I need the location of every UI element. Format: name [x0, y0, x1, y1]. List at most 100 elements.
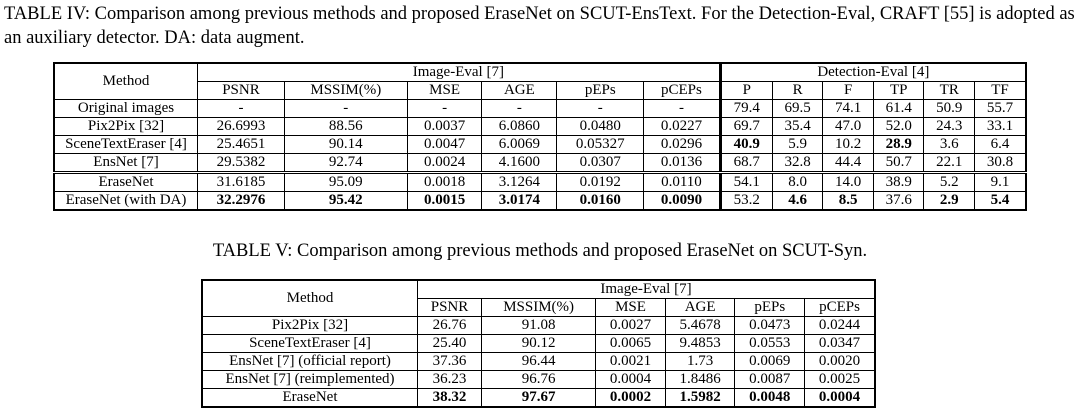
value-cell: 96.44 [481, 352, 597, 371]
value-cell: 28.9 [872, 135, 925, 154]
value-cell: 96.76 [481, 370, 597, 389]
value-cell: 38.9 [872, 171, 925, 192]
table-iv: Method Image-Eval [7] Detection-Eval [4]… [53, 62, 1027, 211]
method-cell: Original images [53, 99, 198, 118]
value-cell: 0.0110 [643, 171, 721, 192]
value-cell: - [197, 99, 285, 118]
value-cell: 8.5 [822, 191, 874, 211]
value-cell: - [556, 99, 645, 118]
value-cell: 52.0 [872, 117, 925, 136]
value-cell: 3.0174 [481, 191, 558, 211]
value-cell: 1.8486 [664, 370, 736, 389]
table-row: EraseNet 38.32 97.67 0.0002 1.5982 0.0048 0.00… [201, 388, 876, 408]
value-cell: 9.4853 [664, 334, 736, 353]
value-cell: 0.0192 [556, 171, 645, 192]
value-cell: 0.0020 [804, 352, 876, 371]
column-header: AGE [481, 81, 558, 100]
value-cell: 38.32 [416, 388, 483, 408]
value-cell: 32.8 [771, 153, 824, 173]
value-cell: 3.1264 [481, 171, 558, 192]
value-cell: 24.3 [923, 117, 976, 136]
value-cell: 31.6185 [197, 171, 285, 192]
method-cell: EnsNet [7] [53, 153, 198, 173]
value-cell: 5.4 [974, 191, 1027, 211]
column-header: MSE [595, 298, 666, 317]
table-row: EraseNet 31.6185 95.09 0.0018 3.1264 0.0192 0.… [53, 171, 1027, 192]
column-header: AGE [664, 298, 736, 317]
method-cell: Pix2Pix [32] [53, 117, 198, 136]
column-header: MSSIM(%) [481, 298, 597, 317]
value-cell: 74.1 [822, 99, 874, 118]
table-row: EnsNet [7] 29.5382 92.74 0.0024 4.1600 0.0307… [53, 153, 1027, 173]
value-cell: 1.5982 [664, 388, 736, 408]
value-cell: 36.23 [416, 370, 483, 389]
table-v-caption: TABLE V: Comparison among previous metho… [212, 241, 868, 261]
table-row: SceneTextEraser [4] 25.4651 90.14 0.0047 6.0… [53, 135, 1027, 154]
value-cell: 92.74 [283, 153, 408, 173]
value-cell: 5.9 [771, 135, 824, 154]
value-cell: 33.1 [974, 117, 1027, 136]
column-header: MSSIM(%) [283, 81, 408, 100]
value-cell: 0.0480 [556, 117, 645, 136]
value-cell: 0.0473 [734, 316, 806, 335]
value-cell: 0.0160 [556, 191, 645, 211]
value-cell: 0.0553 [734, 334, 806, 353]
value-cell: 35.4 [771, 117, 824, 136]
value-cell: 0.0347 [804, 334, 876, 353]
column-header: PSNR [416, 298, 483, 317]
column-header: MSE [406, 81, 483, 100]
value-cell: 61.4 [872, 99, 925, 118]
value-cell: 0.0027 [595, 316, 666, 335]
value-cell: 6.0069 [481, 135, 558, 154]
value-cell: 0.0090 [643, 191, 721, 211]
method-header: Method [201, 279, 418, 317]
table-row: Pix2Pix [32] 26.76 91.08 0.0027 5.4678 0.0473… [201, 316, 876, 335]
value-cell: 55.7 [974, 99, 1027, 118]
value-cell: 90.14 [283, 135, 408, 154]
method-cell: SceneTextEraser [4] [53, 135, 198, 154]
value-cell: 37.6 [872, 191, 925, 211]
image-eval-group-header: Image-Eval [7] [197, 62, 721, 82]
method-header: Method [53, 62, 198, 100]
value-cell: 0.0136 [643, 153, 721, 173]
value-cell: 10.2 [822, 135, 874, 154]
value-cell: 50.7 [872, 153, 925, 173]
value-cell: - [643, 99, 721, 118]
value-cell: 0.0065 [595, 334, 666, 353]
value-cell: 6.0860 [481, 117, 558, 136]
column-header: pCEPs [804, 298, 876, 317]
column-header: TF [974, 81, 1027, 100]
value-cell: 47.0 [822, 117, 874, 136]
value-cell: 9.1 [974, 171, 1027, 192]
value-cell: 0.0296 [643, 135, 721, 154]
table-row: SceneTextEraser [4] 25.40 90.12 0.0065 9.485… [201, 334, 876, 353]
value-cell: 0.0047 [406, 135, 483, 154]
value-cell: 69.5 [771, 99, 824, 118]
value-cell: 3.6 [923, 135, 976, 154]
value-cell: 25.4651 [197, 135, 285, 154]
value-cell: 0.0004 [595, 370, 666, 389]
value-cell: - [283, 99, 408, 118]
value-cell: 0.0025 [804, 370, 876, 389]
value-cell: 0.0018 [406, 171, 483, 192]
value-cell: 50.9 [923, 99, 976, 118]
table-iv-caption: TABLE IV: Comparison among previous meth… [4, 4, 1075, 48]
value-cell: 0.0087 [734, 370, 806, 389]
value-cell: 0.0002 [595, 388, 666, 408]
table-row: Pix2Pix [32] 26.6993 88.56 0.0037 6.0860 0.04… [53, 117, 1027, 136]
value-cell: 8.0 [771, 171, 824, 192]
table-row: EnsNet [7] (official report) 37.36 96.44 0.… [201, 352, 876, 371]
table-row: Original images - - - - - -79.4 69.5 74.1 61.4 50.… [53, 99, 1027, 118]
method-cell: EraseNet [53, 171, 198, 192]
value-cell: 0.05327 [556, 135, 645, 154]
value-cell: 97.67 [481, 388, 597, 408]
value-cell: 0.0015 [406, 191, 483, 211]
value-cell: 2.9 [923, 191, 976, 211]
value-cell: 29.5382 [197, 153, 285, 173]
method-cell: EraseNet [201, 388, 418, 408]
column-header: R [771, 81, 824, 100]
value-cell: 1.73 [664, 352, 736, 371]
table-row: EraseNet (with DA) 32.2976 95.42 0.0015 3.01… [53, 191, 1027, 211]
value-cell: 6.4 [974, 135, 1027, 154]
value-cell: 69.7 [718, 117, 773, 136]
